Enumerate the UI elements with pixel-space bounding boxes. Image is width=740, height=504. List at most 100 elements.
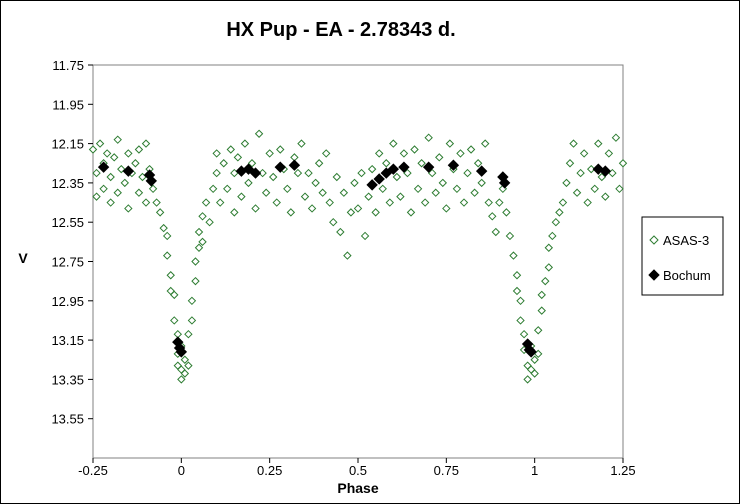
data-point	[447, 159, 460, 171]
data-point	[385, 198, 395, 207]
data-point	[611, 133, 621, 142]
data-point	[378, 184, 387, 194]
data-point	[187, 316, 197, 325]
data-point	[350, 178, 359, 188]
x-tick-label: 0.25	[257, 463, 282, 478]
data-point	[184, 329, 193, 339]
data-point	[530, 355, 539, 364]
data-point	[523, 375, 532, 384]
legend: ASAS-3 Bochum	[641, 216, 724, 296]
data-point	[599, 165, 612, 177]
data-point	[357, 168, 366, 178]
data-point	[380, 167, 392, 179]
data-point	[223, 184, 232, 194]
data-point	[187, 296, 197, 306]
data-point	[533, 326, 543, 335]
y-tick-label: 11.95	[52, 97, 84, 112]
y-tick-label: 12.55	[51, 215, 84, 230]
data-point	[194, 243, 204, 252]
y-tick-label: 11.75	[52, 58, 84, 73]
data-point	[92, 168, 101, 178]
data-point	[579, 149, 589, 158]
legend-label-bochum: Bochum	[663, 268, 711, 283]
y-tick-label: 12.95	[51, 294, 84, 309]
data-point	[364, 192, 373, 201]
data-point	[422, 161, 435, 173]
y-tick-label: 13.15	[51, 333, 84, 348]
data-point	[162, 231, 172, 241]
data-point	[551, 217, 561, 227]
data-point	[592, 163, 604, 175]
legend-label-asas-3: ASAS-3	[663, 233, 709, 248]
data-point	[382, 159, 391, 168]
data-point	[242, 163, 255, 175]
data-point	[512, 286, 522, 296]
data-point	[396, 192, 405, 201]
data-point	[410, 145, 419, 154]
data-point	[590, 184, 599, 194]
x-tick-label: 1	[531, 463, 538, 478]
data-point	[389, 139, 398, 148]
legend-box	[641, 216, 724, 296]
data-point	[131, 159, 140, 168]
data-point	[495, 198, 504, 207]
data-point	[360, 231, 370, 241]
data-point	[373, 173, 385, 185]
data-point	[558, 198, 568, 207]
data-point	[170, 290, 179, 300]
data-point	[371, 208, 380, 217]
data-point	[516, 316, 525, 325]
data-point	[268, 172, 278, 182]
data-point	[470, 188, 479, 197]
data-point	[180, 355, 190, 364]
data-point	[233, 153, 243, 162]
data-point	[452, 184, 462, 194]
data-point	[576, 168, 585, 178]
data-point	[95, 139, 105, 148]
data-point	[258, 168, 267, 178]
data-point	[272, 198, 281, 207]
data-point	[463, 168, 472, 178]
legend-marker-bochum	[648, 269, 660, 281]
data-point	[374, 149, 384, 158]
data-point	[314, 159, 324, 168]
data-point	[387, 163, 400, 175]
data-point	[343, 251, 352, 260]
data-point	[261, 188, 271, 197]
data-point	[148, 184, 158, 194]
data-point	[307, 204, 317, 213]
data-point	[205, 217, 214, 227]
data-point	[406, 208, 416, 217]
data-point	[92, 192, 101, 201]
data-point	[586, 164, 596, 174]
data-point	[106, 172, 115, 182]
data-point	[124, 204, 133, 213]
data-point	[325, 198, 334, 207]
data-point	[109, 153, 119, 162]
data-point	[601, 192, 610, 201]
data-point	[162, 251, 172, 260]
data-point	[399, 149, 409, 158]
data-point	[304, 168, 313, 178]
data-point	[548, 231, 557, 241]
data-point	[480, 139, 490, 148]
data-point	[353, 204, 363, 213]
data-point	[191, 276, 200, 286]
data-point	[336, 227, 345, 237]
data-point	[300, 192, 310, 201]
data-point	[198, 237, 207, 247]
data-point	[212, 149, 221, 158]
data-point	[134, 188, 144, 197]
data-point	[512, 271, 522, 280]
data-point	[276, 145, 285, 154]
data-point	[145, 175, 158, 187]
data-point	[555, 208, 564, 217]
data-point	[398, 161, 410, 173]
data-point	[318, 188, 327, 197]
data-point	[120, 178, 130, 188]
data-point	[329, 217, 338, 227]
data-point	[274, 161, 286, 173]
series-bochum	[97, 159, 612, 358]
data-point	[438, 178, 448, 188]
data-point	[226, 145, 236, 154]
